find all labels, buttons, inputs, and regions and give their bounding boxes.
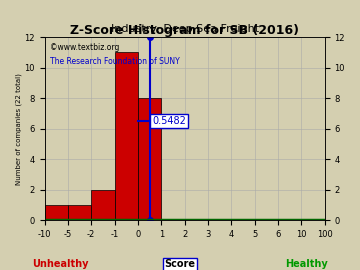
Bar [114, 52, 138, 220]
Text: Score: Score [165, 259, 195, 269]
Text: ©www.textbiz.org: ©www.textbiz.org [50, 43, 120, 52]
Text: Industry: Deep Sea Freight: Industry: Deep Sea Freight [111, 23, 259, 33]
Bar [138, 98, 161, 220]
Title: Z-Score Histogram for SB (2016): Z-Score Histogram for SB (2016) [70, 24, 299, 37]
Text: 0.5482: 0.5482 [152, 116, 186, 126]
Text: Healthy: Healthy [285, 259, 328, 269]
Text: Unhealthy: Unhealthy [32, 259, 89, 269]
Bar [91, 190, 114, 220]
Y-axis label: Number of companies (22 total): Number of companies (22 total) [15, 73, 22, 185]
Bar [68, 205, 91, 220]
Bar [45, 205, 68, 220]
Text: The Research Foundation of SUNY: The Research Foundation of SUNY [50, 57, 180, 66]
